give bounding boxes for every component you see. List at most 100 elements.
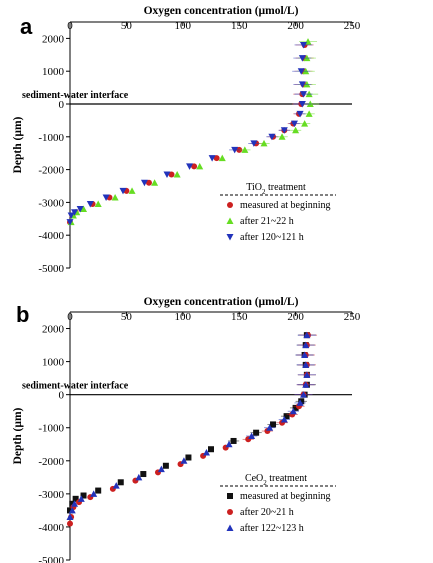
data-point bbox=[298, 81, 306, 88]
x-tick-label: 50 bbox=[121, 20, 133, 32]
legend-entry: after 120~121 h bbox=[240, 232, 304, 243]
data-point bbox=[299, 391, 307, 398]
series-2 bbox=[66, 41, 313, 226]
data-point bbox=[241, 146, 249, 153]
legend-entry: after 20~21 h bbox=[240, 507, 294, 518]
series-2 bbox=[66, 331, 316, 521]
y-tick-label: -1000 bbox=[38, 132, 64, 144]
x-tick-label: 100 bbox=[175, 311, 192, 323]
data-point bbox=[186, 163, 194, 170]
legend-marker bbox=[227, 509, 233, 515]
x-tick-label: 200 bbox=[287, 311, 304, 323]
y-tick-label: -2000 bbox=[38, 165, 64, 177]
data-point bbox=[112, 482, 120, 489]
y-tick-label: -5000 bbox=[38, 555, 64, 563]
data-point bbox=[292, 404, 299, 411]
data-point bbox=[266, 424, 274, 431]
data-point bbox=[128, 187, 136, 194]
data-point bbox=[248, 432, 256, 439]
data-point bbox=[140, 471, 147, 478]
y-tick-label: -3000 bbox=[38, 197, 64, 209]
legend-title-part: treatment bbox=[267, 473, 307, 484]
data-point bbox=[180, 457, 188, 464]
interface-label: sediment-water interface bbox=[22, 381, 129, 392]
data-point bbox=[301, 120, 309, 127]
data-point bbox=[268, 133, 276, 141]
data-point bbox=[151, 179, 159, 186]
data-point bbox=[270, 421, 277, 428]
y-tick-label: -4000 bbox=[38, 230, 64, 242]
data-point bbox=[95, 487, 102, 494]
y-tick-label: 1000 bbox=[42, 66, 65, 78]
x-tick-label: 50 bbox=[121, 311, 133, 323]
data-point bbox=[208, 446, 214, 453]
data-point bbox=[301, 351, 309, 358]
legend-title-subscript: 2 bbox=[263, 479, 267, 487]
data-point bbox=[196, 162, 204, 170]
x-tick-label: 200 bbox=[287, 20, 304, 32]
legend-entry: measured at beginning bbox=[240, 200, 331, 211]
data-point bbox=[296, 399, 304, 406]
data-point bbox=[68, 506, 76, 514]
data-point bbox=[67, 507, 73, 514]
panel-letter: b bbox=[16, 302, 29, 327]
data-point bbox=[163, 171, 171, 179]
data-point bbox=[250, 140, 258, 147]
y-tick-label: 0 bbox=[59, 99, 65, 111]
y-tick-label: -3000 bbox=[38, 489, 64, 501]
data-point bbox=[299, 41, 307, 49]
data-point bbox=[185, 454, 192, 461]
data-point bbox=[157, 465, 165, 473]
legend-entry: measured at beginning bbox=[240, 491, 331, 502]
data-point bbox=[213, 155, 220, 162]
y-axis-title: Depth (µm) bbox=[12, 116, 24, 173]
legend-title-part: TiO bbox=[246, 182, 262, 193]
data-point bbox=[290, 120, 298, 128]
y-tick-label: 2000 bbox=[42, 324, 65, 336]
x-tick-label: 100 bbox=[175, 20, 192, 32]
legend-title-part: treatment bbox=[266, 182, 306, 193]
data-point bbox=[305, 110, 313, 117]
legend-entry: after 21~22 h bbox=[240, 216, 294, 227]
data-point bbox=[260, 139, 268, 147]
panel-letter: a bbox=[20, 14, 33, 39]
data-point bbox=[208, 155, 216, 162]
data-point bbox=[94, 200, 102, 208]
chart-panel-b: b Oxygen concentration (µmol/L) Depth (µm)… bbox=[12, 296, 361, 563]
legend: CeO2 treatment measured at beginning after… bbox=[220, 473, 336, 534]
data-point bbox=[225, 440, 233, 448]
y-tick-label: 1000 bbox=[42, 357, 65, 369]
y-tick-label: -1000 bbox=[38, 423, 64, 435]
data-point bbox=[72, 495, 79, 502]
series-0 bbox=[67, 41, 314, 226]
y-tick-label: 2000 bbox=[42, 33, 65, 45]
data-point bbox=[289, 407, 297, 415]
y-tick-label: -2000 bbox=[38, 456, 64, 468]
data-point bbox=[292, 126, 300, 134]
data-point bbox=[168, 171, 175, 178]
legend-title: CeO2 treatment bbox=[245, 473, 307, 487]
data-point bbox=[230, 437, 237, 444]
data-point bbox=[80, 205, 88, 212]
data-point bbox=[140, 179, 148, 187]
legend-marker bbox=[227, 493, 233, 499]
data-point bbox=[191, 163, 198, 170]
data-point bbox=[69, 500, 76, 507]
data-point bbox=[77, 495, 85, 502]
legend-marker bbox=[226, 217, 234, 224]
legend-title-subscript: 2 bbox=[262, 188, 266, 196]
legend-title-part: CeO bbox=[245, 473, 263, 484]
data-point bbox=[71, 500, 79, 507]
data-point bbox=[202, 449, 210, 456]
data-point bbox=[90, 490, 98, 497]
x-tick-label: 250 bbox=[344, 20, 361, 32]
data-point bbox=[119, 187, 127, 195]
data-point bbox=[162, 462, 169, 469]
data-point bbox=[299, 91, 307, 98]
data-point bbox=[280, 415, 288, 423]
data-point bbox=[173, 171, 181, 178]
data-point bbox=[67, 212, 75, 220]
x-axis-title: Oxygen concentration (µmol/L) bbox=[144, 5, 299, 17]
